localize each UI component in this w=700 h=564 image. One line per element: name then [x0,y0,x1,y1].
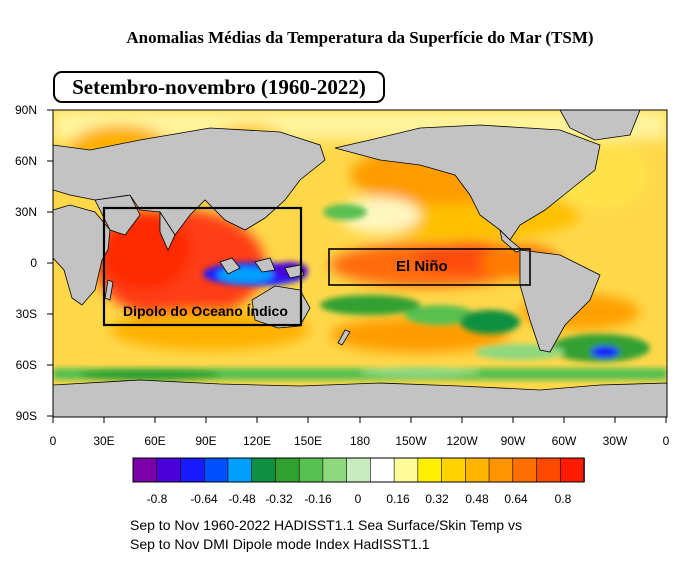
colorbar-cell [227,457,253,483]
latitude-axis: 90N 60N 30N 0 30S 60S 90S [15,103,37,423]
colorbar-tick-label: -0.16 [304,492,332,506]
lon-label-150w: 150W [395,434,427,448]
caption: Sep to Nov 1960-2022 HADISST1.1 Sea Surf… [130,516,522,554]
indian-ocean-dipole-label: Dipolo do Oceano Índico [123,303,288,319]
colorbar-cell [488,457,514,483]
colorbar-cell [512,457,538,483]
map-title: Anomalias Médias da Temperatura da Super… [126,28,594,47]
colorbar-ticks: -0.8 -0.64 -0.48 -0.32 -0.16 0 0.16 0.32… [147,492,572,506]
lat-label-60s: 60S [16,358,37,372]
lon-label-60w: 60W [552,434,577,448]
colorbar-tick-label: -0.32 [265,492,293,506]
colorbar-cell [370,457,395,483]
colorbar-cell [156,457,182,483]
lat-label-90n: 90N [15,103,37,117]
lon-label-30w: 30W [603,434,628,448]
el-nino-label: El Niño [396,258,448,275]
lat-label-0: 0 [30,256,37,270]
colorbar-tick-label: 0.8 [555,492,572,506]
lat-label-60n: 60N [15,154,37,168]
colorbar-cell [180,457,206,483]
colorbar-cell [559,457,585,483]
colorbar-tick-label: -0.8 [147,492,168,506]
lat-label-30s: 30S [16,307,37,321]
colorbar-frame [132,457,585,483]
colorbar-cell [132,457,158,483]
el-nino-box [328,248,531,286]
lon-label-0-east: 0 [663,434,670,448]
caption-line-1: Sep to Nov 1960-2022 HADISST1.1 Sea Surf… [130,517,522,533]
season-label: Setembro-novembro (1960-2022) [53,71,385,103]
colorbar-cell [346,457,372,483]
lon-label-90e: 90E [195,434,216,448]
colorbar-cell [251,457,277,483]
colorbar-tick-label: -0.64 [190,492,218,506]
colorbar-cell [417,457,443,483]
lat-label-90s: 90S [16,409,37,423]
colorbar [132,457,585,483]
colorbar-tick-label: 0.64 [504,492,528,506]
colorbar-tick-label: -0.48 [228,492,256,506]
lat-label-30n: 30N [15,205,37,219]
colorbar-cell [298,457,324,483]
longitude-axis: 0 30E 60E 90E 120E 150E 180 150W 120W 90… [50,434,670,448]
lon-label-180: 180 [350,434,370,448]
lon-label-30e: 30E [93,434,114,448]
colorbar-cell [465,457,490,483]
lon-label-120e: 120E [243,434,271,448]
colorbar-cell [275,457,300,483]
colorbar-cell [203,457,229,483]
caption-line-2: Sep to Nov DMI Dipole mode Index HadISST… [130,536,430,552]
colorbar-tick-label: 0 [355,492,362,506]
lon-label-60e: 60E [144,434,165,448]
lon-label-120w: 120W [446,434,478,448]
lon-label-90w: 90W [501,434,526,448]
lon-label-150e: 150E [294,434,322,448]
colorbar-cell [441,457,467,483]
colorbar-tick-label: 0.32 [425,492,449,506]
colorbar-cell [536,457,562,483]
colorbar-tick-label: 0.48 [465,492,489,506]
colorbar-cell [393,457,419,483]
lon-label-0: 0 [50,434,57,448]
indian-ocean-dipole-box [102,206,303,327]
colorbar-cell [322,457,348,483]
colorbar-tick-label: 0.16 [386,492,410,506]
